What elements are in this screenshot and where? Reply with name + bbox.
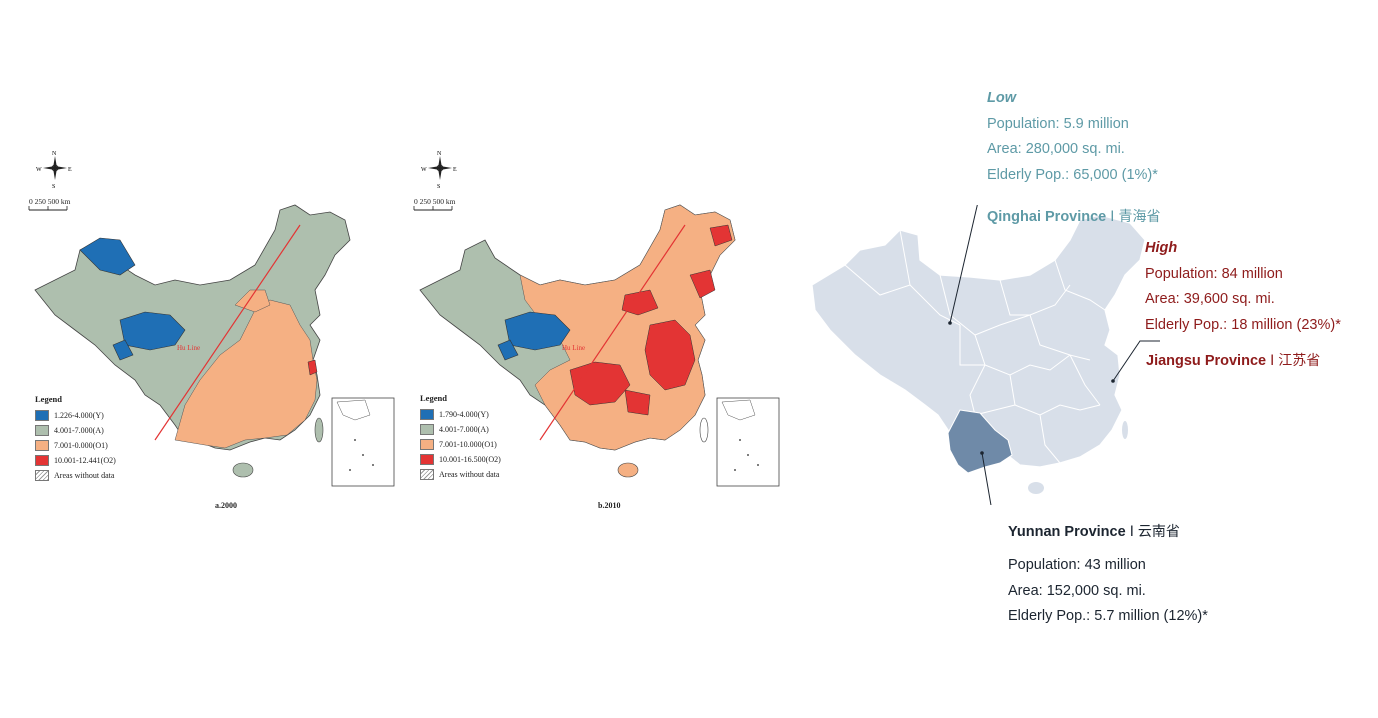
legend-item: 4.001-7.000(A) bbox=[420, 422, 501, 437]
region-y-north bbox=[79, 237, 136, 276]
yunnan-region bbox=[947, 409, 1013, 474]
compass-n: N bbox=[437, 151, 442, 157]
legend-label: 7.001-0.000(O1) bbox=[54, 441, 108, 450]
legend-label: 10.001-12.441(O2) bbox=[54, 456, 116, 465]
compass-w: W bbox=[36, 167, 42, 173]
legend-label: 1.790-4.000(Y) bbox=[439, 410, 489, 419]
legend-swatch bbox=[420, 439, 434, 450]
compass-e: E bbox=[453, 167, 457, 173]
legend-swatch bbox=[35, 410, 49, 421]
region-o1 bbox=[174, 299, 318, 449]
region-y-small bbox=[497, 339, 519, 361]
yunnan-name: Yunnan Province I 云南省 bbox=[1008, 524, 1180, 540]
scale-label: 0 250 500 km bbox=[29, 197, 71, 206]
legend-item: 1.226-4.000(Y) bbox=[35, 408, 116, 423]
legend-item: 7.001-0.000(O1) bbox=[35, 438, 116, 453]
hu-line-label: Hu Line bbox=[562, 344, 585, 352]
hu-line bbox=[154, 224, 301, 441]
map-panel-2010: Hu Line N S E W 0 250 500 km Legend 1.79… bbox=[410, 140, 780, 520]
legend-label: 4.001-7.000(A) bbox=[54, 426, 104, 435]
taiwan-island bbox=[314, 417, 324, 443]
scale-label: 0 250 500 km bbox=[414, 197, 456, 206]
qinghai-population: Population: 5.9 million bbox=[987, 115, 1129, 132]
region-y-qinghai bbox=[504, 311, 571, 351]
jiangsu-elderly: Elderly Pop.: 18 million (23%)* bbox=[1145, 316, 1341, 333]
legend-item: Areas without data bbox=[35, 468, 116, 483]
legend-title: Legend bbox=[420, 393, 447, 403]
map-caption: b.2010 bbox=[598, 501, 621, 510]
qinghai-stats: Low Population: 5.9 million Area: 280,00… bbox=[987, 86, 1158, 188]
legend-label: 7.001-10.000(O1) bbox=[439, 440, 497, 449]
china-outline bbox=[811, 214, 1146, 468]
legend-swatch bbox=[35, 470, 49, 481]
legend-swatch bbox=[420, 409, 434, 420]
yunnan-area: Area: 152,000 sq. mi. bbox=[1008, 582, 1146, 599]
map-panel-2000: Hu Line N S E W 0 250 500 km Legend 1.22… bbox=[25, 140, 395, 520]
hainan-island bbox=[232, 462, 254, 478]
compass-icon bbox=[428, 156, 452, 180]
region-o2 bbox=[307, 359, 318, 376]
hainan-island bbox=[1028, 482, 1044, 494]
compass-n: N bbox=[52, 151, 57, 157]
compass-w: W bbox=[421, 167, 427, 173]
qinghai-area: Area: 280,000 sq. mi. bbox=[987, 141, 1125, 157]
compass-s: S bbox=[437, 184, 440, 190]
legend-swatch bbox=[420, 469, 434, 480]
yunnan-population: Population: 43 million bbox=[1008, 557, 1146, 573]
yunnan-stats: Population: 43 million Area: 152,000 sq.… bbox=[1008, 553, 1208, 630]
legend-item: 4.001-7.000(A) bbox=[35, 423, 116, 438]
compass-s: S bbox=[52, 184, 55, 190]
legend-2000: Legend 1.226-4.000(Y) 4.001-7.000(A) 7.001… bbox=[35, 394, 116, 483]
jiangsu-name: Jiangsu Province I 江苏省 bbox=[1146, 353, 1321, 369]
taiwan-island bbox=[699, 417, 709, 443]
legend-item: 10.001-12.441(O2) bbox=[35, 453, 116, 468]
qinghai-name: Qinghai Province I 青海省 bbox=[987, 209, 1161, 225]
hainan-island bbox=[617, 462, 639, 478]
region-y-qinghai bbox=[119, 311, 186, 351]
region-o2-ne2 bbox=[709, 224, 733, 247]
region-o2-central bbox=[624, 389, 651, 416]
region-o2-north bbox=[621, 289, 659, 316]
qinghai-pointer bbox=[949, 205, 978, 324]
jiangsu-population: Population: 84 million bbox=[1145, 265, 1283, 282]
compass-icon bbox=[43, 156, 67, 180]
hu-line-label: Hu Line bbox=[177, 344, 200, 352]
region-o1-north bbox=[234, 289, 271, 313]
legend-label: 4.001-7.000(A) bbox=[439, 425, 489, 434]
map-caption: a.2000 bbox=[215, 501, 237, 510]
legend-label: Areas without data bbox=[439, 470, 500, 479]
legend-swatch bbox=[420, 424, 434, 435]
legend-item: 1.790-4.000(Y) bbox=[420, 407, 501, 422]
compass-e: E bbox=[68, 167, 72, 173]
hu-line bbox=[539, 224, 686, 441]
legend-item: 10.001-16.500(O2) bbox=[420, 452, 501, 467]
taiwan-island bbox=[1122, 421, 1128, 439]
legend-title: Legend bbox=[35, 394, 62, 404]
province-highlight-map bbox=[811, 205, 1160, 505]
legend-label: Areas without data bbox=[54, 471, 115, 480]
legend-swatch bbox=[35, 425, 49, 436]
yunnan-pointer bbox=[981, 452, 992, 505]
jiangsu-pointer bbox=[1112, 340, 1160, 382]
choropleth-map-2010: Hu Line N S E W bbox=[413, 151, 780, 487]
legend-2010: Legend 1.790-4.000(Y) 4.001-7.000(A) 7.001… bbox=[420, 393, 501, 482]
legend-item: 7.001-10.000(O1) bbox=[420, 437, 501, 452]
legend-label: 10.001-16.500(O2) bbox=[439, 455, 501, 464]
legend-swatch bbox=[35, 455, 49, 466]
jiangsu-area: Area: 39,600 sq. mi. bbox=[1145, 291, 1275, 307]
legend-label: 1.226-4.000(Y) bbox=[54, 411, 104, 420]
region-o2-east bbox=[644, 319, 696, 391]
region-y-small bbox=[112, 339, 134, 361]
yunnan-elderly: Elderly Pop.: 5.7 million (12%)* bbox=[1008, 608, 1208, 624]
legend-swatch bbox=[420, 454, 434, 465]
choropleth-map-2000: Hu Line N S E W bbox=[28, 151, 395, 487]
legend-swatch bbox=[35, 440, 49, 451]
jiangsu-tag: High bbox=[1145, 240, 1178, 256]
province-borders bbox=[844, 229, 1106, 464]
qinghai-tag: Low bbox=[987, 90, 1016, 106]
qinghai-elderly: Elderly Pop.: 65,000 (1%)* bbox=[987, 166, 1158, 183]
legend-item: Areas without data bbox=[420, 467, 501, 482]
jiangsu-stats: High Population: 84 million Area: 39,600… bbox=[1145, 236, 1341, 338]
region-o2-ne bbox=[689, 269, 716, 299]
